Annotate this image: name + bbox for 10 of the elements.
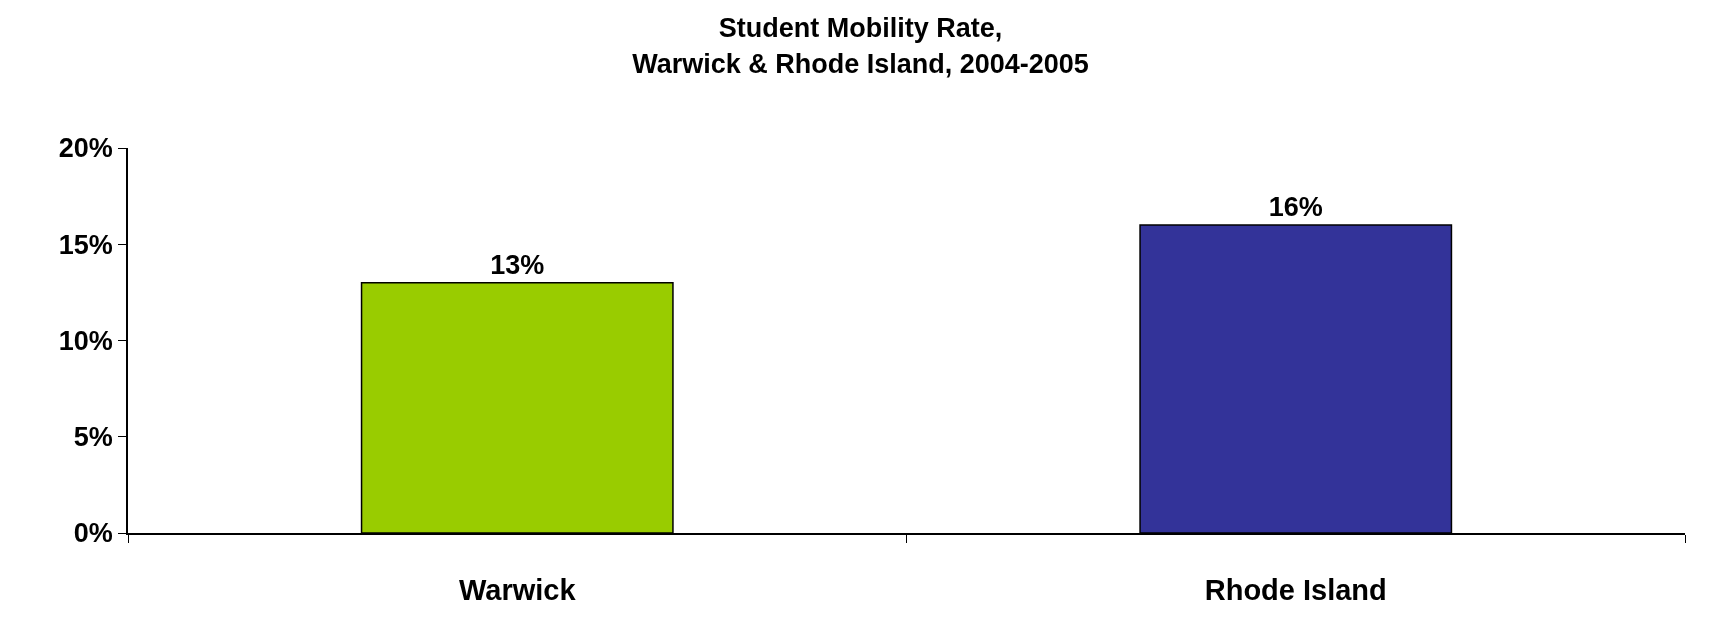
data-label: 16% (1268, 192, 1323, 222)
y-tick-label: 0% (73, 518, 113, 549)
y-tick-label: 5% (73, 422, 113, 453)
y-tick-label: 10% (58, 325, 113, 356)
data-label: 13% (490, 249, 545, 280)
chart-title: Student Mobility Rate, Warwick & Rhode Island, 2004-2005 (632, 13, 1089, 79)
x-tick-label: Rhode Island (1204, 573, 1387, 606)
x-tick-label: Warwick (458, 573, 577, 606)
y-tick-label: 20% (58, 133, 113, 164)
y-tick-label: 15% (58, 229, 113, 260)
